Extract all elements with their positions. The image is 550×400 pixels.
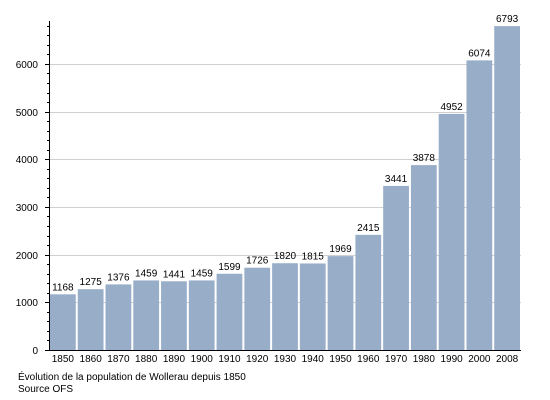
value-label-1970: 3441	[385, 174, 408, 185]
bar-1860	[77, 289, 104, 350]
x-tick-label-1880: 1880	[135, 354, 158, 365]
x-tick-label-1890: 1890	[163, 354, 186, 365]
value-label-1900: 1459	[191, 268, 214, 279]
value-label-1990: 4952	[440, 102, 463, 113]
y-tick-label: 4000	[16, 155, 39, 166]
x-tick-label-1950: 1950	[329, 354, 352, 365]
value-label-1870: 1376	[107, 272, 130, 283]
x-tick-label-2000: 2000	[468, 354, 491, 365]
x-tick-label-1980: 1980	[413, 354, 436, 365]
data-labels: 1168 1275 1376 1459 1441 1459 1599 1726 1820 1815…	[52, 14, 519, 293]
chart-source: Source OFS	[18, 384, 74, 395]
bar-2008	[494, 26, 520, 350]
axes: 0 1000 2000 3000 4000 5000 6000 1850 1860 1870 188…	[16, 21, 521, 365]
bar-1880	[133, 280, 160, 350]
bar-1930	[272, 263, 298, 350]
y-tick-label: 2000	[16, 251, 39, 262]
value-label-1910: 1599	[218, 262, 241, 273]
y-tick-label: 6000	[16, 60, 39, 71]
bar-1850	[50, 294, 76, 350]
value-label-1920: 1726	[246, 256, 269, 267]
bar-1980	[410, 165, 437, 350]
value-label-1930: 1820	[274, 251, 297, 262]
bar-1870	[105, 284, 132, 350]
bar-1950	[327, 256, 354, 350]
x-tick-label-1940: 1940	[302, 354, 325, 365]
y-tick-label: 5000	[16, 108, 39, 119]
bar-2000	[466, 60, 493, 350]
value-label-1980: 3878	[413, 153, 436, 164]
x-tick-label-1960: 1960	[357, 354, 380, 365]
bar-1940	[299, 263, 326, 350]
value-label-1860: 1275	[80, 277, 103, 288]
x-tick-label-1970: 1970	[385, 354, 408, 365]
population-bar-chart: 1168 1275 1376 1459 1441 1459 1599 1726 1820 1815…	[16, 14, 521, 365]
bar-1970	[383, 185, 409, 350]
value-label-1950: 1969	[329, 244, 352, 255]
value-label-1890: 1441	[163, 269, 186, 280]
bar-1920	[244, 267, 271, 350]
bar-1960	[355, 234, 382, 350]
bar-1890	[161, 281, 187, 350]
bars	[50, 26, 520, 350]
x-tick-label-1930: 1930	[274, 354, 297, 365]
value-label-1880: 1459	[135, 268, 158, 279]
x-tick-label-1920: 1920	[246, 354, 269, 365]
x-tick-label-1870: 1870	[107, 354, 130, 365]
y-tick-label: 0	[32, 346, 38, 357]
bar-1900	[188, 280, 215, 350]
x-tick-label-1850: 1850	[52, 354, 75, 365]
value-label-1960: 2415	[357, 223, 380, 234]
x-tick-label-1900: 1900	[191, 354, 214, 365]
value-label-2000: 6074	[468, 48, 491, 59]
value-label-1850: 1168	[52, 282, 74, 293]
y-tick-label: 1000	[16, 298, 39, 309]
chart-caption: Évolution de la population de Wollerau d…	[18, 372, 246, 383]
bar-1990	[438, 113, 465, 350]
x-tick-label-1990: 1990	[440, 354, 463, 365]
value-label-1940: 1815	[302, 251, 325, 262]
y-tick-label: 3000	[16, 203, 39, 214]
x-tick-label-2008: 2008	[496, 354, 519, 365]
x-tick-label-1910: 1910	[218, 354, 241, 365]
bar-1910	[216, 273, 243, 350]
x-tick-label-1860: 1860	[80, 354, 103, 365]
value-label-2008: 6793	[496, 14, 519, 25]
